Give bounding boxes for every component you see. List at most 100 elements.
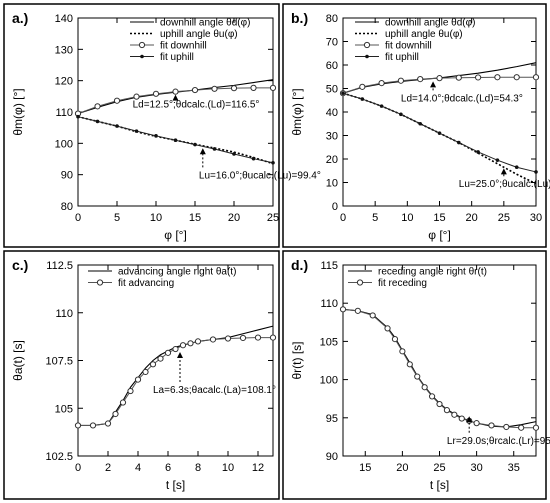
data-point <box>417 76 424 83</box>
legend-entry: fit receding <box>348 278 427 289</box>
y-tick-label: 107.5 <box>45 356 73 368</box>
y-tick-label: 70 <box>326 37 338 49</box>
data-point <box>379 104 384 108</box>
data-point <box>384 325 391 332</box>
y-tick-label: 100 <box>320 375 338 387</box>
series-3 <box>74 84 277 117</box>
legend-marker <box>356 279 364 286</box>
annotation: Ld=12.5°;θdcalc.(Ld)=116.5° <box>133 94 259 110</box>
data-point <box>534 170 538 174</box>
x-axis-label: t [s] <box>166 478 185 492</box>
x-tick-label: 15 <box>433 212 445 224</box>
y-axis-label: θa(t) [s] <box>11 340 25 381</box>
y-axis-label: θm(φ) [°] <box>290 88 304 135</box>
data-point <box>119 399 127 406</box>
data-point <box>369 312 376 319</box>
legend-entry: fit downhill <box>130 41 207 52</box>
legend-marker <box>363 41 371 49</box>
data-point <box>451 411 458 418</box>
data-point <box>399 348 406 355</box>
x-tick-label: 25 <box>267 212 279 224</box>
legend-entry: uphill angle θu(φ) <box>130 29 238 40</box>
data-point <box>104 420 112 427</box>
panel-title: b.) <box>291 10 308 26</box>
annotation-arrowhead <box>466 416 473 423</box>
x-tick-label: 0 <box>340 212 346 224</box>
x-tick-label: 15 <box>189 212 201 224</box>
y-axis-label: θm(φ) [°] <box>11 88 25 135</box>
data-point <box>518 424 525 431</box>
y-tick-label: 105 <box>55 403 73 415</box>
legend-label: fit uphill <box>385 52 419 63</box>
annotation: Lr=29.0s;θrcalc.(Lr)=95.6° <box>447 416 550 447</box>
x-tick-label: 10 <box>401 212 413 224</box>
data-point <box>494 74 501 81</box>
data-point <box>113 97 121 104</box>
data-point <box>112 410 119 418</box>
data-point <box>89 422 97 429</box>
x-tick-label: 35 <box>508 462 520 474</box>
legend-label: fit receding <box>378 278 427 289</box>
x-tick-label: 0 <box>75 462 81 474</box>
series-1 <box>78 325 274 426</box>
data-point <box>354 307 361 314</box>
data-point <box>212 147 217 151</box>
data-point <box>269 84 277 91</box>
x-tick-label: 30 <box>470 462 482 474</box>
data-point <box>341 91 345 95</box>
annotation: La=6.3s;θacalc.(La)=108.1° <box>153 352 276 396</box>
x-tick-label: 20 <box>228 212 240 224</box>
data-point <box>457 140 461 145</box>
y-tick-label: 0 <box>332 201 338 213</box>
series-4 <box>341 91 538 174</box>
x-tick-label: 30 <box>530 212 542 224</box>
series-2 <box>339 306 540 431</box>
series-line <box>342 92 537 185</box>
annotation-arrowhead <box>199 148 206 155</box>
y-tick-label: 110 <box>55 308 73 320</box>
data-point <box>532 74 540 81</box>
data-point <box>172 88 179 95</box>
data-point <box>378 79 385 87</box>
legend-label: fit downhill <box>385 41 432 52</box>
chart-panel-4: d.) 15 20 25 30 35 90 95 100 105 110 115 t [s] θr(t) … <box>282 250 550 500</box>
y-tick-label: 130 <box>55 44 73 56</box>
data-point <box>514 165 519 170</box>
data-point <box>94 103 101 110</box>
data-point <box>503 423 510 431</box>
data-point <box>179 342 187 349</box>
data-point <box>475 74 482 81</box>
data-point <box>211 85 218 92</box>
annotation: Lu=16.0°;θucalc.(Lu)=99.4° <box>199 148 321 181</box>
data-point <box>133 93 140 100</box>
data-point <box>397 77 404 84</box>
x-tick-label: 25 <box>433 462 445 474</box>
data-point <box>455 74 462 81</box>
x-tick-label: 10 <box>222 462 234 474</box>
data-point <box>488 422 495 429</box>
data-point <box>476 150 480 154</box>
data-point <box>134 376 142 383</box>
data-point <box>193 142 197 147</box>
data-point <box>406 361 413 368</box>
legend-marker <box>138 41 146 49</box>
data-point <box>134 129 139 133</box>
x-tick-label: 15 <box>359 462 371 474</box>
y-tick-label: 40 <box>326 107 338 119</box>
y-tick-label: 90 <box>326 451 338 463</box>
y-tick-label: 102.5 <box>45 451 73 463</box>
data-point <box>513 74 520 81</box>
data-point <box>149 361 157 368</box>
legend-entry: fit uphill <box>355 52 419 63</box>
data-point <box>428 393 436 400</box>
data-point <box>187 340 194 347</box>
legend-label: advancing angle right θa(t) <box>118 267 236 278</box>
legend-label: uphill angle θu(φ) <box>385 29 463 40</box>
data-point <box>74 422 82 429</box>
data-point <box>194 338 202 345</box>
data-point <box>458 415 465 422</box>
data-point <box>127 387 134 395</box>
legend-marker <box>96 279 104 286</box>
panel-title: d.) <box>291 257 308 273</box>
x-tick-label: 10 <box>150 212 162 224</box>
